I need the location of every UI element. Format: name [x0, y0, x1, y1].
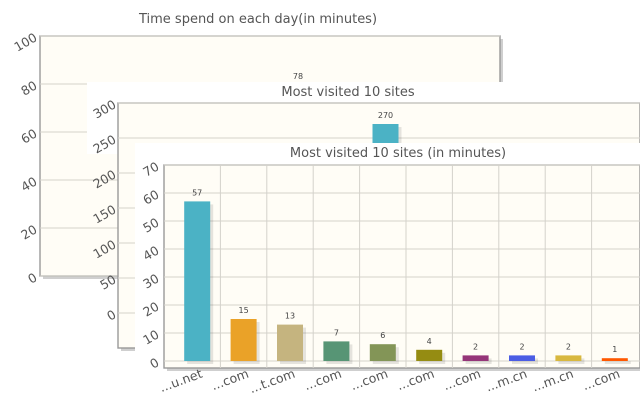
y-tick-label: 20: [18, 222, 39, 243]
chart-title: Most visited 10 sites: [281, 85, 414, 100]
y-tick-label: 50: [97, 272, 118, 293]
bar: [601, 358, 628, 361]
y-tick-label: 70: [140, 159, 161, 180]
bar: [369, 344, 396, 361]
data-label: 6: [380, 331, 385, 340]
bar: [230, 319, 257, 361]
bar-shadow: [465, 358, 492, 364]
data-label: 4: [427, 337, 432, 346]
data-label: 78: [293, 72, 303, 81]
data-label: 1: [612, 345, 617, 354]
y-tick-label: 20: [140, 299, 161, 320]
y-tick-label: 40: [18, 174, 39, 195]
bar: [416, 349, 443, 361]
bar: [323, 341, 350, 361]
data-label: 57: [192, 188, 202, 197]
y-tick-label: 80: [18, 78, 39, 99]
bar: [555, 355, 582, 361]
data-label: 2: [566, 342, 571, 351]
y-tick-label: 60: [140, 187, 161, 208]
data-label: 15: [239, 306, 249, 315]
bar: [184, 201, 211, 361]
data-label: 13: [285, 312, 295, 321]
chart-title: Time spend on each day(in minutes): [138, 12, 377, 27]
chart-title: Most visited 10 sites (in minutes): [290, 146, 506, 161]
bar-shadow: [604, 361, 631, 364]
y-tick-label: 60: [18, 126, 39, 147]
bar-shadow: [558, 358, 585, 364]
bar: [509, 355, 535, 361]
bar-shadow: [512, 358, 538, 364]
data-label: 270: [378, 111, 393, 120]
data-label: 2: [519, 342, 524, 351]
y-tick-label: 30: [140, 271, 161, 292]
bar: [462, 355, 489, 361]
data-label: 2: [473, 342, 478, 351]
data-label: 7: [334, 328, 339, 337]
bar: [277, 324, 303, 361]
y-tick-label: 50: [140, 215, 161, 236]
y-tick-label: 40: [140, 243, 161, 264]
y-tick-label: 10: [140, 327, 161, 348]
